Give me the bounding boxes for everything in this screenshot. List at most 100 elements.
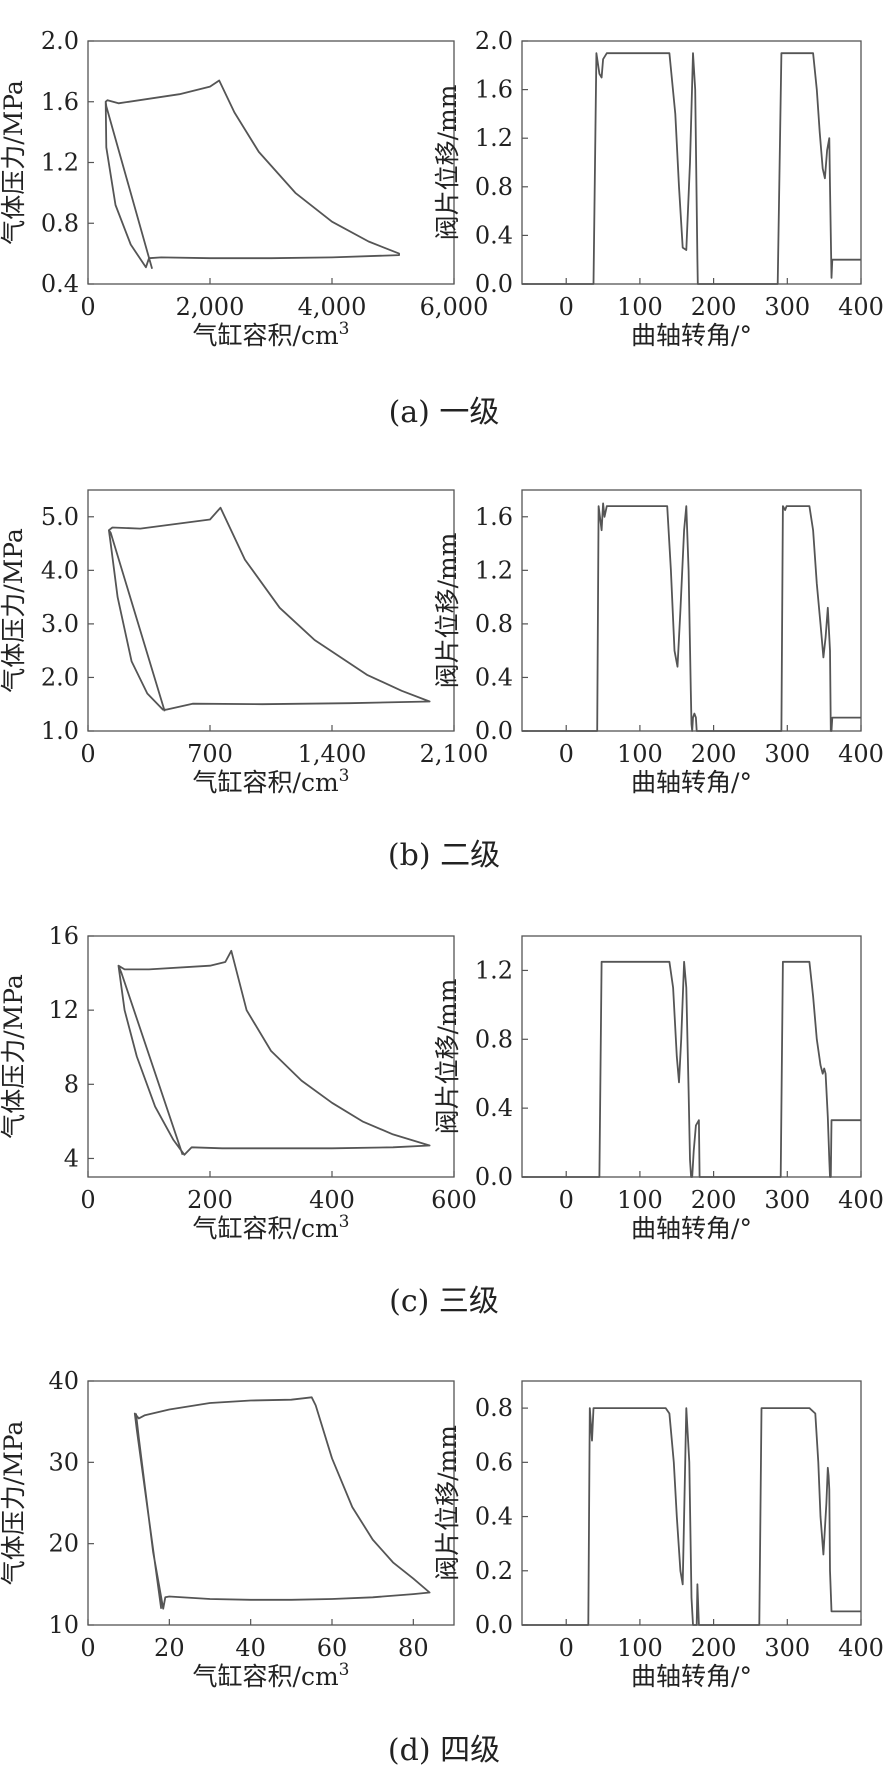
pv-y-axis-label: 气体压力/MPa <box>0 528 28 693</box>
lift-x-tick-label: 100 <box>617 1186 663 1214</box>
pv-x-tick-label: 200 <box>187 1186 233 1214</box>
lift-y-tick-label: 0.8 <box>475 610 513 638</box>
lift-panel-0: 0 100 200 300 400 0.0 0.4 0.8 1.2 1.6 2.0 曲轴转角/° 阀片位… <box>433 27 884 350</box>
lift-curve <box>522 52 861 285</box>
caption-b: (b) 二级 <box>387 838 501 873</box>
pv-y-tick-label: 2.0 <box>41 663 79 691</box>
pv-y-tick-label: 4.0 <box>41 556 79 584</box>
pv-x-axis-label: 气缸容积/cm3 <box>193 1212 350 1243</box>
pv-plot-frame <box>87 489 455 732</box>
pv-panel-1: 0 700 1,400 2,100 1.0 2.0 3.0 4.0 5.0 气缸容积/cm3 气体压… <box>0 489 489 797</box>
lift-y-tick-label: 0.0 <box>475 717 513 745</box>
pv-y-tick-label: 0.4 <box>41 270 79 298</box>
lift-x-tick-label: 300 <box>764 1634 810 1662</box>
lift-x-tick-label: 100 <box>617 740 663 768</box>
lift-curve <box>522 1407 861 1626</box>
lift-y-tick-label: 0.0 <box>475 270 513 298</box>
lift-y-tick-label: 1.6 <box>475 76 513 104</box>
pv-x-tick-label: 4,000 <box>298 293 367 321</box>
pv-x-tick-label: 0 <box>80 293 95 321</box>
lift-panel-2: 0 100 200 300 400 0.0 0.4 0.8 1.2 曲轴转角/° 阀片位移/mm <box>433 935 884 1243</box>
pv-curve <box>108 506 431 712</box>
lift-x-tick-label: 400 <box>838 1186 884 1214</box>
pv-y-axis-label: 气体压力/MPa <box>0 974 28 1139</box>
lift-y-tick-label: 0.8 <box>475 173 513 201</box>
pv-x-axis-label-sup: 3 <box>339 319 350 339</box>
pv-plot-frame <box>87 40 455 285</box>
lift-x-tick-label: 200 <box>691 740 737 768</box>
lift-x-axis-label: 曲轴转角/° <box>631 1214 752 1243</box>
lift-x-axis-label: 曲轴转角/° <box>631 321 752 350</box>
pv-y-tick-label: 4 <box>64 1144 79 1172</box>
lift-x-tick-label: 400 <box>838 293 884 321</box>
pv-y-tick-label: 0.8 <box>41 209 79 237</box>
pv-y-tick-label: 1.6 <box>41 88 79 116</box>
lift-x-tick-label: 300 <box>764 1186 810 1214</box>
lift-y-tick-label: 0.8 <box>475 1025 513 1053</box>
lift-x-tick-label: 0 <box>559 740 574 768</box>
lift-x-tick-label: 200 <box>691 1186 737 1214</box>
lift-y-tick-label: 0.6 <box>475 1448 513 1476</box>
pv-x-axis-label-sup: 3 <box>339 1212 350 1232</box>
pv-y-tick-label: 8 <box>64 1070 79 1098</box>
lift-y-tick-label: 0.0 <box>475 1163 513 1191</box>
lift-x-tick-label: 0 <box>559 293 574 321</box>
pv-x-axis-label-sup: 3 <box>339 766 350 786</box>
pv-panel-0: 0 2,000 4,000 6,000 0.4 0.8 1.2 1.6 2.0 气缸容积/cm3 气… <box>0 27 488 350</box>
lift-x-tick-label: 200 <box>691 293 737 321</box>
pv-panel-2: 0 200 400 600 4 8 12 16 气缸容积/cm3 气体压力/MPa <box>0 922 477 1243</box>
pv-plot-frame <box>87 1380 455 1626</box>
caption-d: (d) 四级 <box>387 1733 501 1768</box>
pv-y-tick-label: 1.0 <box>41 717 79 745</box>
pv-y-tick-label: 1.2 <box>41 149 79 177</box>
pv-y-axis-label: 气体压力/MPa <box>0 1421 28 1586</box>
pv-x-axis-label: 气缸容积/cm3 <box>193 1660 350 1691</box>
lift-y-tick-label: 0.4 <box>475 221 513 249</box>
lift-y-tick-label: 0.8 <box>475 1394 513 1422</box>
lift-plot-frame <box>521 40 862 285</box>
pv-x-tick-label: 2,000 <box>176 293 245 321</box>
lift-y-axis-label: 阀片位移/mm <box>433 532 462 688</box>
lift-y-tick-label: 2.0 <box>475 27 513 55</box>
lift-panel-3: 0 100 200 300 400 0.0 0.2 0.4 0.6 0.8 曲轴转角/° 阀片位移/m… <box>433 1380 884 1691</box>
lift-y-tick-label: 0.0 <box>475 1611 513 1639</box>
lift-x-tick-label: 100 <box>617 293 663 321</box>
lift-y-tick-label: 0.4 <box>475 1503 513 1531</box>
pv-x-axis-label: 气缸容积/cm3 <box>193 766 350 797</box>
pv-x-tick-label: 700 <box>187 740 233 768</box>
caption-a: (a) 一级 <box>388 395 500 430</box>
lift-x-tick-label: 100 <box>617 1634 663 1662</box>
lift-y-tick-label: 0.2 <box>475 1557 513 1585</box>
pv-curve <box>133 1396 431 1610</box>
lift-x-tick-label: 300 <box>764 740 810 768</box>
lift-y-tick-label: 1.2 <box>475 956 513 984</box>
lift-plot-frame <box>521 1380 862 1626</box>
lift-y-tick-label: 1.2 <box>475 556 513 584</box>
lift-x-tick-label: 200 <box>691 1634 737 1662</box>
pv-y-tick-label: 12 <box>48 996 79 1024</box>
pv-y-tick-label: 5.0 <box>41 503 79 531</box>
pv-x-tick-label: 0 <box>80 1186 95 1214</box>
lift-x-tick-label: 0 <box>559 1186 574 1214</box>
pv-x-tick-label: 2,100 <box>420 740 489 768</box>
lift-x-tick-label: 300 <box>764 293 810 321</box>
pv-x-tick-label: 400 <box>309 1186 355 1214</box>
pv-y-tick-label: 40 <box>48 1367 79 1395</box>
pv-x-tick-label: 60 <box>317 1634 348 1662</box>
lift-curve <box>522 960 861 1178</box>
lift-y-axis-label: 阀片位移/mm <box>433 978 462 1134</box>
lift-x-axis-label: 曲轴转角/° <box>631 1662 752 1691</box>
pv-y-tick-label: 30 <box>48 1448 79 1476</box>
lift-y-tick-label: 1.6 <box>475 503 513 531</box>
pv-y-tick-label: 10 <box>48 1611 79 1639</box>
pv-x-tick-label: 0 <box>80 740 95 768</box>
lift-x-tick-label: 400 <box>838 740 884 768</box>
pv-plot-frame <box>87 935 455 1178</box>
pv-y-axis-label: 气体压力/MPa <box>0 80 28 245</box>
lift-panel-1: 0 100 200 300 400 0.0 0.4 0.8 1.2 1.6 曲轴转角/° 阀片位移/m… <box>433 489 884 797</box>
pv-x-tick-label: 1,400 <box>298 740 367 768</box>
lift-y-tick-label: 0.4 <box>475 1094 513 1122</box>
